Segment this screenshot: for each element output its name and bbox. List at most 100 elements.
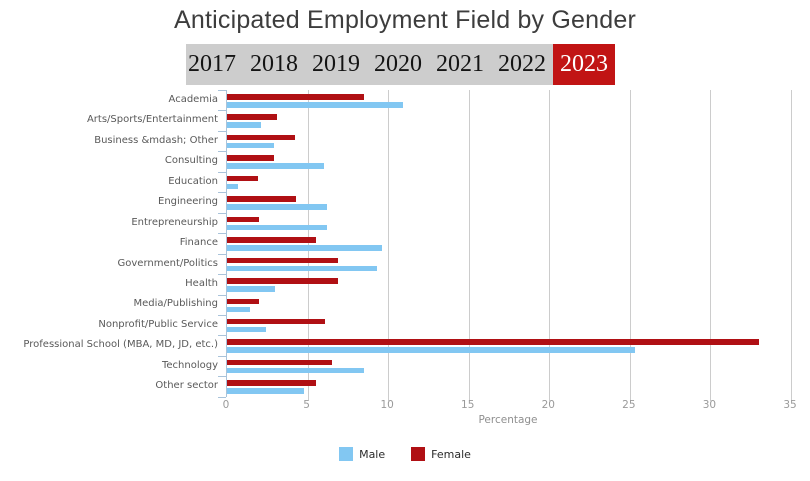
legend-label-male: Male [359,447,386,461]
y-axis-tick [218,110,226,112]
x-tick-label: 30 [702,399,717,411]
plot-area [218,90,792,401]
male-bar [227,204,327,210]
category-label: Health [185,277,218,289]
x-axis-title: Percentage [478,414,538,426]
bar-group-row [227,90,791,110]
male-bar [227,102,403,108]
y-axis-tick [218,294,226,296]
category-label: Entrepreneurship [131,216,218,228]
legend-item-female[interactable]: Female [411,447,471,461]
male-bar [227,224,327,231]
y-axis-tick [218,253,226,255]
category-label: Technology [161,359,218,371]
y-axis-tick [218,335,226,337]
female-bar [227,359,332,366]
female-bar [227,237,316,243]
year-tab-2017[interactable]: 2017 [188,51,236,77]
male-bar [227,142,274,149]
male-bar [227,347,635,353]
year-tab-2021[interactable]: 2021 [436,51,484,77]
female-bar [227,380,316,386]
category-label: Business &mdash; Other [94,134,218,146]
male-bar [227,163,324,169]
y-axis-tick [218,314,226,316]
year-tab-2020[interactable]: 2020 [374,51,422,77]
year-nav: 2017 2018 2019 2020 2021 2022 2023 [186,44,615,85]
bar-group-row [227,315,791,335]
gridline-35 [791,90,792,401]
category-label: Engineering [158,196,218,208]
category-label: Academia [168,94,218,105]
category-label: Arts/Sports/Entertainment [86,114,218,126]
x-tick-label: 0 [222,399,230,411]
male-bar [227,122,261,128]
y-axis-tick [218,171,226,173]
bar-group-row [227,335,791,355]
bar-group-row [227,274,791,294]
category-label: Professional School (MBA, MD, JD, etc.) [23,339,218,351]
year-tab-2019[interactable]: 2019 [312,51,360,77]
x-tick-label: 10 [380,399,394,411]
category-label: Education [168,175,218,187]
legend: Male Female [0,447,810,461]
female-bar [227,155,274,161]
female-bar [227,257,339,264]
y-axis-tick [218,233,226,235]
male-bar [227,306,250,312]
x-tick-label: 5 [303,399,310,411]
female-bar [227,278,339,284]
y-axis-tick [218,376,226,378]
legend-item-male[interactable]: Male [339,447,385,461]
female-bar [227,318,326,325]
male-bar [227,265,377,272]
female-bar [227,134,295,141]
male-bar [227,326,266,333]
year-tab-2023[interactable]: 2023 [553,44,615,85]
female-bar [227,339,759,345]
female-bar [227,175,258,182]
male-swatch-icon [339,447,354,461]
gridline-25 [629,90,631,401]
female-bar [227,94,364,100]
y-axis-tick [218,355,226,357]
category-label: Government/Politics [117,257,219,269]
y-axis-tick [218,396,226,398]
category-label: Other sector [155,380,218,392]
female-swatch-icon [411,447,426,461]
gridline-30 [710,90,712,401]
bar-group-row [227,110,791,130]
gridline-10 [388,90,390,401]
y-axis-tick [218,90,226,91]
x-tick-label: 35 [783,399,797,411]
bar-group-row [227,192,791,212]
x-tick-label: 25 [622,399,636,411]
bar-group-row [227,376,791,396]
bar-group-row [227,213,791,233]
category-label: Consulting [164,155,218,167]
category-label: Finance [179,237,218,249]
x-tick-label: 20 [541,399,555,411]
category-label: Nonprofit/Public Service [98,318,218,330]
year-tab-2022[interactable]: 2022 [498,51,546,77]
female-bar [227,216,260,223]
gridline-20 [549,90,551,401]
bar-group-row [227,131,791,151]
legend-label-female: Female [431,447,471,461]
chart-title: Anticipated Employment Field by Gender [174,6,636,34]
x-axis: 0 5 10 15 20 25 30 35 [222,399,797,413]
female-bar [227,298,260,304]
gridline-15 [468,90,470,401]
bar-group-row [227,254,791,274]
bar-group-row [227,172,791,192]
y-axis-tick [218,212,226,214]
male-bar [227,388,305,394]
bar-group-row [227,356,791,376]
year-tab-2018[interactable]: 2018 [250,51,298,77]
male-bar [227,245,382,251]
y-axis-tick [218,192,226,194]
x-tick-label: 15 [461,399,475,411]
female-bar [227,196,297,202]
y-axis-tick [218,130,226,132]
bar-group-row [227,151,791,171]
